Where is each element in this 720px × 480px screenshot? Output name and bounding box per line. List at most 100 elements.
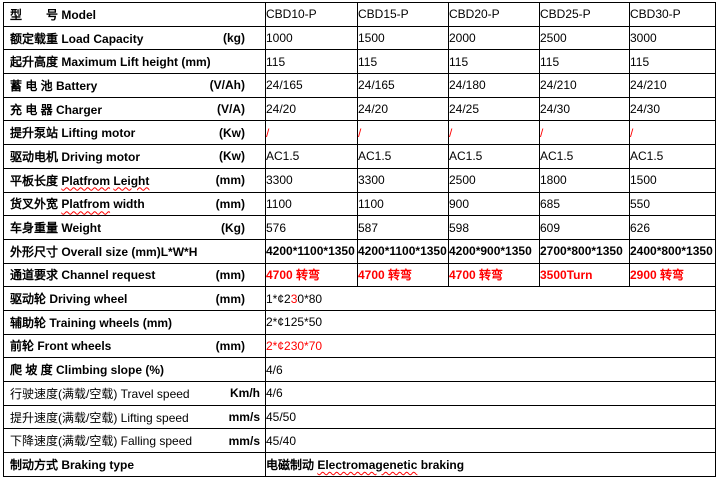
row-label-unit: (Kw) — [219, 125, 245, 140]
row-label: 提升泵站 Lifting motor (Kw) — [5, 124, 265, 141]
row-label: 辅助轮 Training wheels (mm) — [5, 314, 265, 331]
row-training-wheels: 辅助轮 Training wheels (mm) 2*¢125*50 — [3, 309, 716, 335]
row-label-en: Falling speed — [117, 434, 193, 449]
row-label-en: Load Capacity — [58, 31, 144, 46]
row-label-cell: 爬 坡 度 Climbing slope (%) — [3, 357, 266, 382]
row-label-unit: Km/h — [230, 386, 260, 401]
row-label-zh: 型 号 — [10, 7, 59, 22]
value-cell: 1000 — [265, 25, 358, 51]
value-cell: CBD10-P — [265, 2, 358, 27]
row-label-en: Channel request — [58, 268, 156, 283]
row-battery: 蓄 电 池 Battery (V/Ah) 24/165 24/165 24/180 2… — [3, 73, 716, 98]
row-falling-speed: 下降速度(满载/空载) Falling speed mm/s 45/40 — [3, 428, 716, 454]
value-cell: 115 — [357, 49, 449, 75]
value-cell: 24/20 — [265, 96, 358, 122]
row-label-cell: 前轮 Front wheels (mm) — [3, 333, 266, 359]
row-label: 货叉外宽 Platfrom width (mm) — [5, 195, 265, 212]
merged-value-cell: 45/40 — [265, 428, 716, 454]
row-model: 型 号 Model CBD10-P CBD15-P CBD20-P CBD25-P CB… — [3, 2, 716, 27]
value-cell: CBD30-P — [629, 2, 716, 27]
value-cell: 4700 转弯 — [357, 262, 449, 288]
row-label-en: Weight — [58, 221, 102, 236]
row-label-text: 货叉外宽 Platfrom width — [10, 195, 145, 212]
row-label-text: 辅助轮 Training wheels (mm) — [10, 314, 172, 331]
spec-table-body: 型 号 Model CBD10-P CBD15-P CBD20-P CBD25-P CB… — [3, 2, 716, 477]
value-cell: 1100 — [357, 191, 449, 217]
value-cell: CBD25-P — [539, 2, 630, 27]
row-label-unit: mm/s — [228, 433, 260, 448]
row-label-en: Travel speed — [117, 386, 190, 401]
row-label-en: Training wheels (mm) — [46, 315, 173, 330]
row-label: 通道要求 Channel request (mm) — [5, 266, 265, 283]
row-label-cell: 制动方式 Braking type — [3, 452, 266, 477]
value-cell: 3300 — [357, 167, 449, 193]
merged-value-cell: 电磁制动 Electromagenetic braking — [265, 452, 716, 477]
value-cell: 115 — [448, 49, 540, 75]
row-label-unit: (mm) — [215, 291, 245, 306]
row-label: 平板长度 Platfrom Leight (mm) — [5, 172, 265, 189]
value-cell: 685 — [539, 191, 630, 217]
row-driving-motor: 驱动电机 Driving motor (Kw) AC1.5 AC1.5 AC1.5 A… — [3, 144, 716, 169]
value-cell: 24/20 — [357, 96, 449, 122]
value-cell: 2000 — [448, 25, 540, 51]
row-label-zh: 平板长度 — [10, 173, 59, 188]
value-cell: 24/25 — [448, 96, 540, 122]
row-label-cell: 车身重量 Weight (Kg) — [3, 215, 266, 240]
value-cell: 3300 — [265, 167, 358, 193]
value-cell: 587 — [357, 215, 449, 240]
value-cell: 900 — [448, 191, 540, 217]
row-label-zh: 下降速度(满载/空载) — [10, 434, 118, 449]
row-label-unit: (mm) — [215, 173, 245, 188]
value-cell: / — [539, 120, 630, 146]
row-label-unit: mm/s — [228, 410, 260, 425]
row-label-text: 平板长度 Platfrom Leight — [10, 172, 149, 189]
row-load-capacity: 额定载重 Load Capacity (kg) 1000 1500 2000 2500… — [3, 25, 716, 51]
row-label-zh: 驱动轮 — [10, 292, 47, 307]
row-driving-wheel: 驱动轮 Driving wheel (mm) 1*¢230*80 — [3, 286, 716, 311]
row-label-zh: 驱动电机 — [10, 149, 59, 164]
row-label-text: 驱动轮 Driving wheel — [10, 290, 127, 307]
row-label-en: Braking type — [58, 457, 135, 472]
value-cell: 1500 — [357, 25, 449, 51]
row-label-zh: 爬 坡 度 — [10, 363, 53, 378]
row-label-cell: 行驶速度(满载/空载) Travel speed Km/h — [3, 381, 266, 406]
row-label-text: 型 号 Model — [10, 6, 96, 23]
value-cell: AC1.5 — [539, 144, 630, 169]
row-lifting-speed: 提升速度(满载/空载) Lifting speed mm/s 45/50 — [3, 404, 716, 430]
row-label-unit: (V/Ah) — [209, 78, 245, 93]
row-label-en: Model — [58, 7, 97, 22]
row-front-wheels: 前轮 Front wheels (mm) 2*¢230*70 — [3, 333, 716, 359]
row-label-text: 充 电 器 Charger — [10, 101, 102, 118]
value-cell: 2400*800*1350 — [629, 238, 716, 264]
value-cell: 24/165 — [357, 73, 449, 98]
row-label: 起升高度 Maximum Lift height (mm) — [5, 53, 265, 70]
row-label-text: 驱动电机 Driving motor — [10, 148, 140, 165]
row-label-unit: (mm) — [215, 267, 245, 282]
value-cell: 4200*1100*1350 — [265, 238, 358, 264]
row-label-zh: 制动方式 — [10, 457, 59, 472]
row-label-zh: 蓄 电 池 — [10, 78, 53, 93]
row-label-en: Front wheels — [34, 339, 112, 354]
value-cell: 2700*800*1350 — [539, 238, 630, 264]
value-cell: 1800 — [539, 167, 630, 193]
row-label-zh: 起升高度 — [10, 55, 59, 70]
row-label-text: 前轮 Front wheels — [10, 337, 111, 354]
row-label-cell: 起升高度 Maximum Lift height (mm) — [3, 49, 266, 75]
value-cell: CBD15-P — [357, 2, 449, 27]
row-label-text: 外形尺寸 Overall size (mm)L*W*H — [10, 243, 197, 260]
value-cell: 4700 转弯 — [448, 262, 540, 288]
row-label-text: 提升速度(满载/空载) Lifting speed — [10, 409, 189, 426]
row-label-en: Driving wheel — [46, 292, 128, 307]
value-cell: 4200*1100*1350 — [357, 238, 449, 264]
row-label-text: 额定载重 Load Capacity — [10, 30, 143, 47]
value-cell: 115 — [265, 49, 358, 75]
value-cell: 24/210 — [539, 73, 630, 98]
row-label-en: Driving motor — [58, 149, 141, 164]
row-weight: 车身重量 Weight (Kg) 576 587 598 609 626 — [3, 215, 716, 240]
value-cell: 24/30 — [539, 96, 630, 122]
row-label: 外形尺寸 Overall size (mm)L*W*H — [5, 243, 265, 260]
row-label-text: 起升高度 Maximum Lift height (mm) — [10, 53, 211, 70]
row-max-lift-height: 起升高度 Maximum Lift height (mm) 115 115 115 1… — [3, 49, 716, 75]
value-cell: 2500 — [539, 25, 630, 51]
value-cell: 3000 — [629, 25, 716, 51]
